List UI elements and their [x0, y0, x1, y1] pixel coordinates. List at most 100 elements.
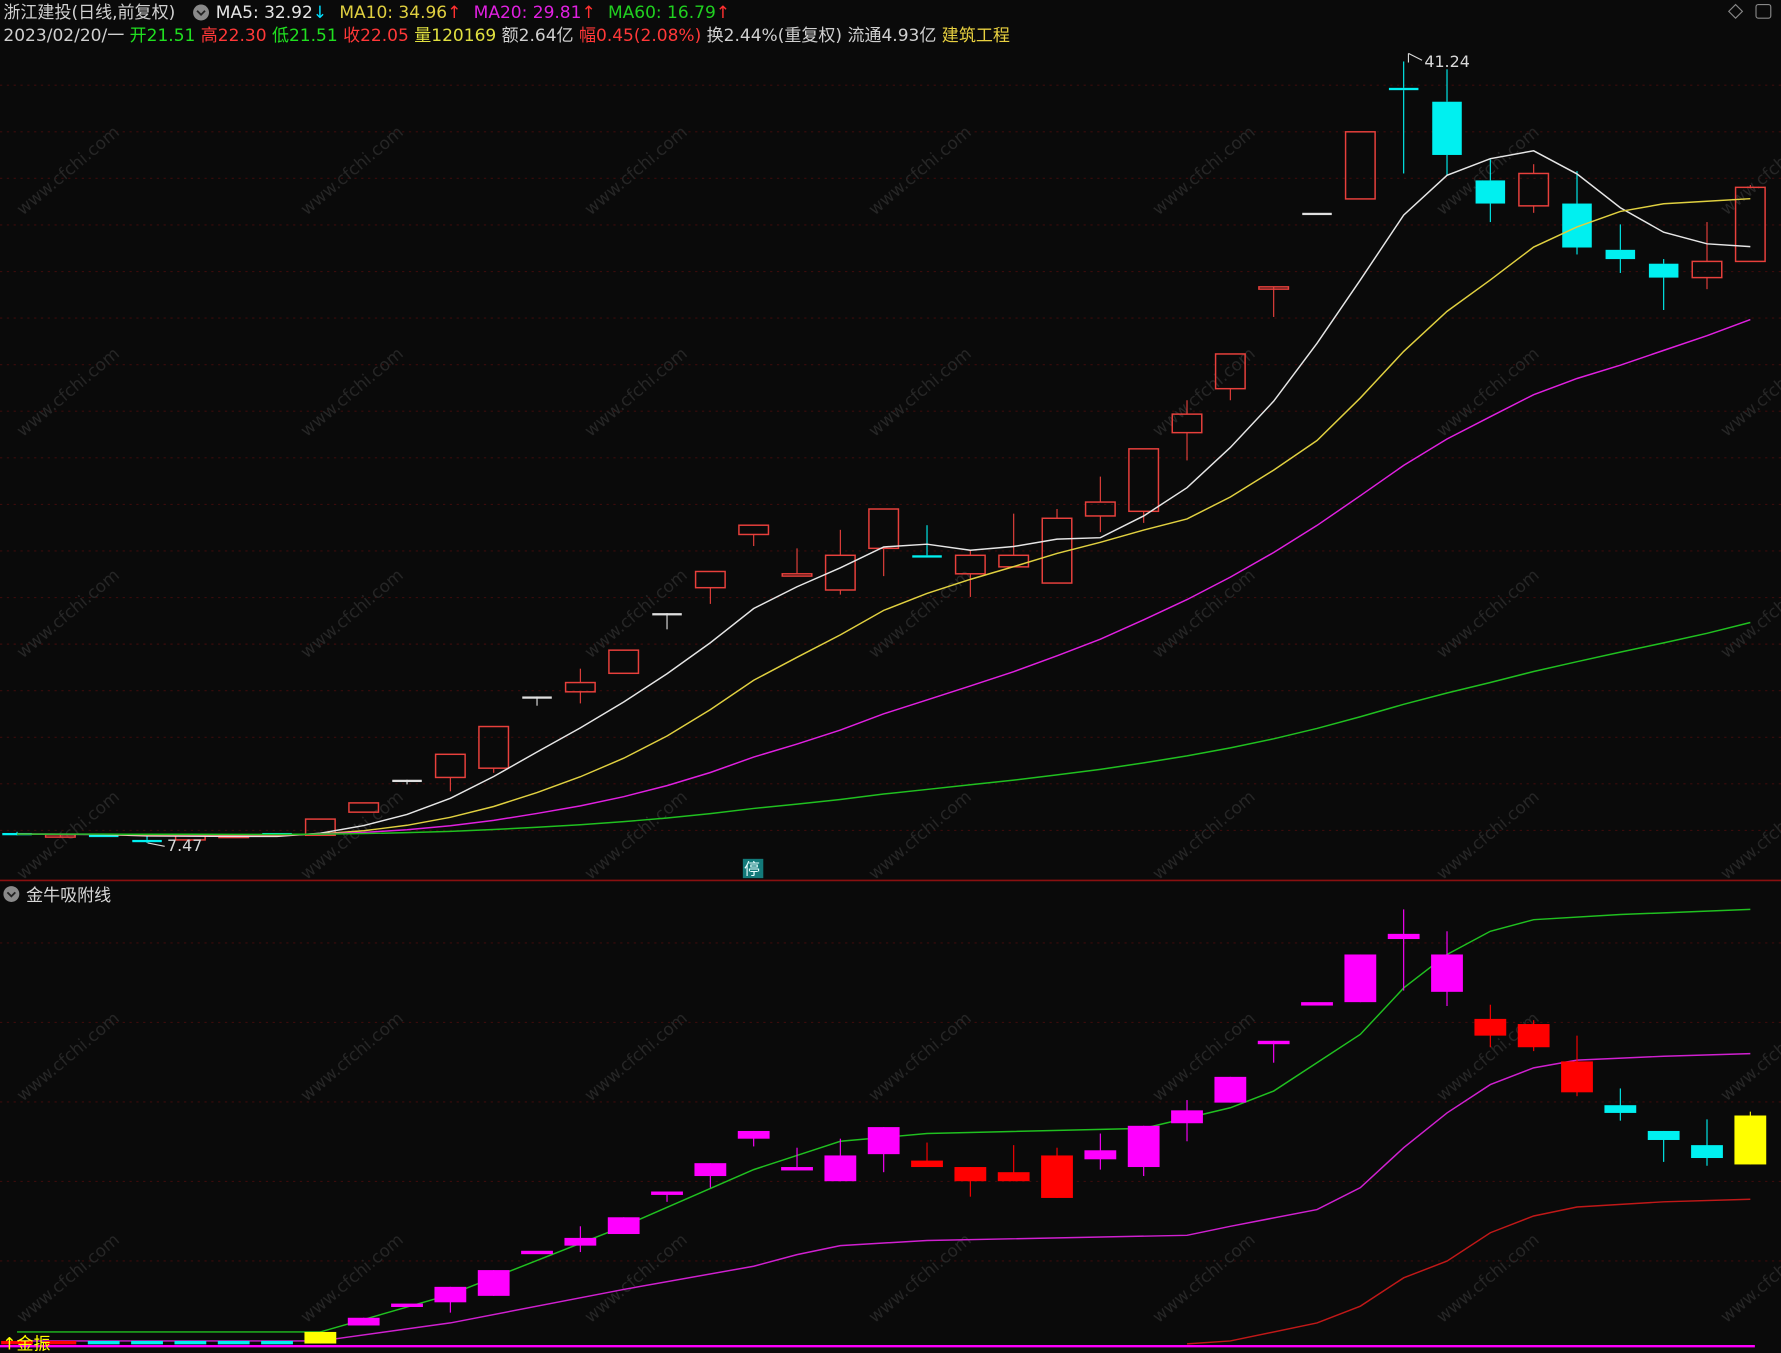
candle[interactable] — [434, 753, 466, 792]
watermark: www.cfchi.com — [865, 787, 976, 884]
indicator-candle[interactable] — [1604, 1088, 1637, 1121]
candle-body — [261, 1340, 293, 1345]
candle[interactable] — [868, 508, 900, 577]
indicator-candle[interactable] — [911, 1142, 943, 1168]
indicator-candle[interactable] — [867, 1127, 900, 1173]
indicator-candle[interactable] — [607, 1217, 640, 1235]
indicator-candle[interactable] — [261, 1340, 293, 1345]
candle[interactable] — [912, 525, 942, 558]
indicator-candle[interactable] — [1344, 954, 1377, 1003]
candle[interactable] — [1475, 159, 1506, 223]
candle[interactable] — [1084, 476, 1116, 533]
candle-body — [348, 802, 380, 813]
indicator-candle[interactable] — [521, 1250, 553, 1255]
candle[interactable] — [1302, 212, 1332, 216]
candle[interactable] — [1041, 509, 1073, 584]
indicator-candle[interactable] — [44, 1340, 77, 1345]
indicator-candle[interactable] — [737, 1130, 770, 1147]
indicator-toggle-icon[interactable] — [193, 4, 209, 21]
candle[interactable] — [694, 570, 726, 604]
indicator-candle[interactable] — [651, 1191, 683, 1202]
indicator-candle[interactable] — [434, 1286, 467, 1313]
indicator-candle[interactable] — [347, 1317, 380, 1326]
candle[interactable] — [1648, 259, 1679, 310]
diamond-icon[interactable] — [1727, 3, 1744, 19]
candle[interactable] — [1605, 224, 1636, 273]
indicator-candle[interactable] — [1257, 1040, 1290, 1063]
indicator-candle[interactable] — [954, 1167, 987, 1197]
candle-body — [1258, 286, 1290, 290]
candle[interactable] — [954, 550, 986, 597]
indicator-candle[interactable] — [391, 1303, 423, 1307]
indicator-candle[interactable] — [217, 1340, 250, 1345]
candle[interactable] — [1432, 69, 1462, 176]
watermark: www.cfchi.com — [1433, 787, 1544, 884]
candle[interactable] — [824, 529, 856, 595]
indicator-candle[interactable] — [564, 1226, 597, 1253]
indicator-candle[interactable] — [824, 1138, 857, 1182]
window-toggle-icon[interactable] — [1755, 3, 1772, 19]
indicator-candle[interactable] — [1431, 931, 1463, 1007]
candle-body — [868, 508, 900, 550]
indicator-panel-toggle-icon[interactable] — [3, 886, 20, 902]
candle[interactable] — [564, 668, 596, 704]
ma5-value: MA5: 32.92 — [216, 3, 313, 23]
candle[interactable] — [781, 548, 813, 577]
watermark: www.cfchi.com — [581, 1230, 692, 1327]
indicator-candle[interactable] — [1561, 1035, 1593, 1097]
candle[interactable] — [1344, 131, 1376, 200]
indicator-candle[interactable] — [1734, 1111, 1767, 1165]
indicator-candle[interactable] — [131, 1340, 163, 1345]
candle[interactable] — [392, 779, 422, 785]
candle[interactable] — [1562, 171, 1592, 255]
indicator-candle[interactable] — [87, 1340, 120, 1345]
indicator-candle[interactable] — [1, 1340, 33, 1345]
candle[interactable] — [1734, 185, 1766, 263]
stock-title: 浙江建投(日线,前复权) — [3, 3, 175, 23]
candle-body — [1214, 1076, 1247, 1103]
candle[interactable] — [478, 725, 510, 773]
indicator-candle[interactable] — [304, 1331, 337, 1344]
indicator-candle[interactable] — [997, 1145, 1030, 1182]
candle[interactable] — [1388, 61, 1419, 174]
candle[interactable] — [1258, 286, 1290, 317]
candle[interactable] — [348, 802, 380, 813]
indicator-candle[interactable] — [1041, 1147, 1073, 1198]
watermark: www.cfchi.com — [865, 1230, 976, 1327]
watermark: www.cfchi.com — [297, 122, 408, 219]
candle-body — [1691, 260, 1723, 279]
indicator-candle[interactable] — [1474, 1004, 1507, 1048]
indicator-title: 金牛吸附线 — [26, 886, 111, 906]
candle[interactable] — [998, 513, 1030, 568]
indicator-candle[interactable] — [1214, 1076, 1247, 1103]
candle[interactable] — [652, 613, 682, 630]
indicator-candle[interactable] — [1387, 909, 1420, 991]
candle[interactable] — [738, 524, 770, 547]
quote-close: 收22.05 — [343, 26, 409, 46]
watermark: www.cfchi.com — [1717, 1008, 1781, 1105]
candle[interactable] — [608, 649, 640, 675]
candle[interactable] — [1518, 164, 1550, 213]
watermark: www.cfchi.com — [13, 344, 124, 441]
indicator-candle[interactable] — [477, 1270, 510, 1296]
indicator-candle[interactable] — [781, 1147, 813, 1171]
indicator-candle[interactable] — [694, 1163, 727, 1188]
indicator-candle[interactable] — [1647, 1130, 1680, 1162]
indicator-candle[interactable] — [1691, 1119, 1723, 1166]
indicator-candle[interactable] — [1084, 1133, 1117, 1170]
candle[interactable] — [1691, 222, 1723, 290]
candle[interactable] — [1214, 353, 1246, 401]
sector-link[interactable]: 建筑工程 — [942, 26, 1010, 46]
indicator-candle[interactable] — [1301, 1002, 1333, 1006]
indicator-candle[interactable] — [1127, 1125, 1160, 1177]
indicator-candle[interactable] — [1517, 1020, 1550, 1052]
indicator-candle[interactable] — [174, 1340, 207, 1345]
indicator-candle[interactable] — [1171, 1100, 1203, 1142]
ma20-value: MA20: 29.81 — [474, 3, 582, 23]
candle[interactable] — [304, 818, 336, 837]
candle[interactable] — [1128, 448, 1160, 523]
ma-values: MA5: 32.92↓ MA10: 34.96↑ MA20: 29.81↑ MA… — [216, 3, 730, 23]
candle[interactable] — [1171, 400, 1203, 461]
candle[interactable] — [522, 696, 552, 706]
